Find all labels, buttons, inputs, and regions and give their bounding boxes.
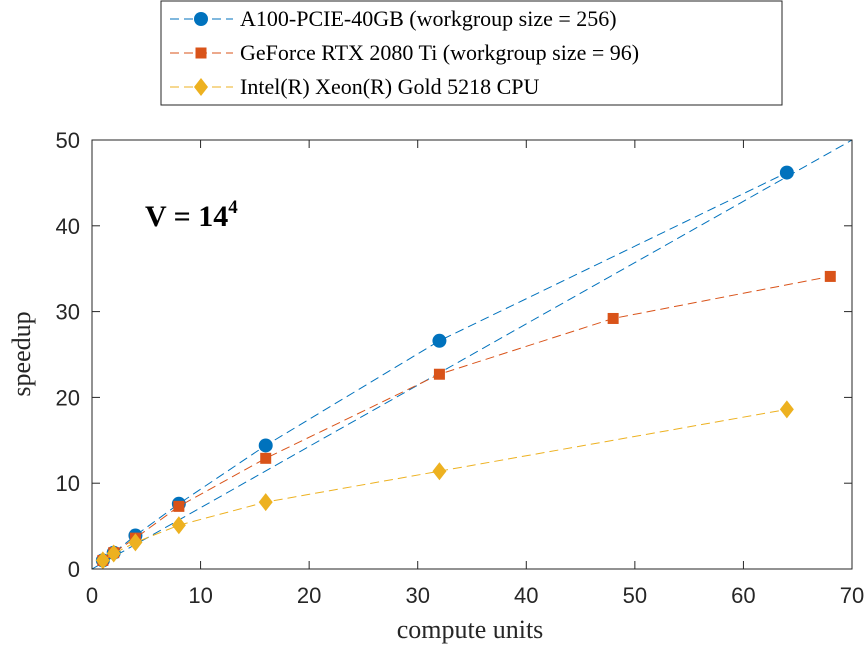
legend-marker-1 bbox=[195, 47, 207, 59]
y-tick-label: 10 bbox=[56, 471, 80, 496]
data-point-series-1 bbox=[433, 368, 445, 380]
legend-label-1: GeForce RTX 2080 Ti (workgroup size = 96… bbox=[240, 40, 639, 65]
x-tick-label: 10 bbox=[188, 583, 212, 608]
data-point-series-0 bbox=[258, 438, 273, 453]
data-point-series-2 bbox=[95, 551, 110, 570]
x-tick-label: 0 bbox=[86, 583, 98, 608]
x-axis-title: compute units bbox=[397, 615, 544, 644]
x-tick-label: 30 bbox=[405, 583, 429, 608]
legend-marker-2 bbox=[194, 78, 208, 96]
data-point-series-2 bbox=[171, 516, 186, 535]
data-point-series-0 bbox=[779, 165, 794, 180]
axes: 0 10 20 30 40 50 60 70 0 10 20 30 40 50 bbox=[56, 128, 865, 608]
y-tick-label: 40 bbox=[56, 214, 80, 239]
data-point-series-1 bbox=[260, 452, 272, 464]
x-tick-label: 70 bbox=[840, 583, 864, 608]
y-tick-label: 30 bbox=[56, 300, 80, 325]
legend-box bbox=[160, 0, 783, 106]
data-point-series-2 bbox=[106, 544, 121, 563]
y-tick-label: 20 bbox=[56, 385, 80, 410]
data-point-series-2 bbox=[258, 493, 273, 512]
data-point-series-1 bbox=[607, 312, 619, 324]
x-tick-label: 50 bbox=[623, 583, 647, 608]
series-line-1 bbox=[102, 275, 831, 561]
legend-label-2: Intel(R) Xeon(R) Gold 5218 CPU bbox=[240, 74, 540, 99]
y-tick-label: 50 bbox=[56, 128, 80, 153]
legend-label-0: A100-PCIE-40GB (workgroup size = 256) bbox=[240, 6, 617, 31]
data-point-series-2 bbox=[779, 400, 794, 419]
plot-area bbox=[91, 139, 853, 570]
series-line-2 bbox=[102, 408, 787, 561]
axes-box bbox=[91, 139, 853, 570]
data-point-series-2 bbox=[432, 462, 447, 481]
x-tick-label: 20 bbox=[297, 583, 321, 608]
data-point-series-1 bbox=[173, 500, 185, 512]
annotation-base: V = 14 bbox=[145, 200, 228, 233]
data-point-series-1 bbox=[824, 270, 836, 282]
legend-marker-0 bbox=[194, 12, 208, 26]
annotation-exponent: 4 bbox=[228, 197, 238, 218]
ideal-speedup-line bbox=[91, 139, 853, 570]
y-axis-title: speedup bbox=[7, 311, 36, 396]
volume-annotation: V = 144 bbox=[145, 197, 238, 233]
y-tick-label: 0 bbox=[68, 557, 80, 582]
data-point-series-0 bbox=[432, 333, 447, 348]
data-point-series-2 bbox=[128, 533, 143, 552]
x-tick-label: 60 bbox=[731, 583, 755, 608]
x-tick-label: 40 bbox=[514, 583, 538, 608]
legend: A100-PCIE-40GB (workgroup size = 256) GeF… bbox=[160, 0, 783, 106]
